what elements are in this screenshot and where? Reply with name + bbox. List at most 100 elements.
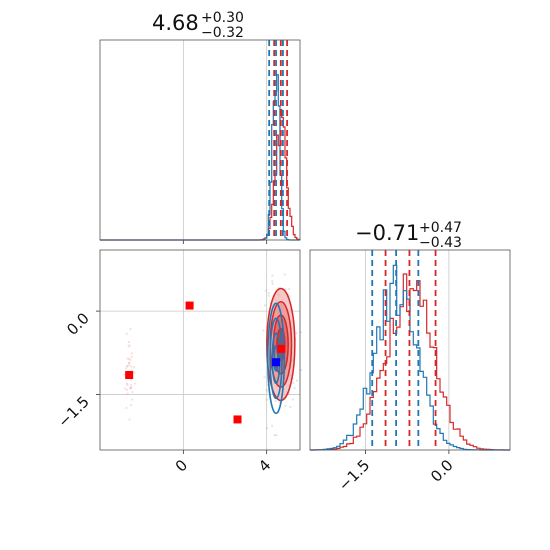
scatter-sample-point xyxy=(293,387,296,390)
histogram-param1-panel xyxy=(99,39,301,244)
scatter-sample-point xyxy=(262,329,265,332)
scatter-sample-point xyxy=(126,392,129,395)
scatter-sample-point xyxy=(128,364,131,367)
scatter-sample-point xyxy=(265,289,268,292)
scatter-sample-point xyxy=(288,287,291,290)
scatter-sample-point xyxy=(287,293,290,296)
hist2-blue-series xyxy=(310,264,510,451)
scatter-sample-point xyxy=(125,406,128,409)
scatter-y-tick-label-0: −1.5 xyxy=(54,393,92,431)
scatter-sample-point xyxy=(127,340,130,343)
blue-contour-level-1 xyxy=(269,317,283,400)
scatter-sample-point xyxy=(131,391,134,394)
scatter-sample-point xyxy=(300,369,303,372)
blue-square-marker xyxy=(272,358,281,367)
scatter-sample-point xyxy=(133,366,136,369)
scatter-sample-point xyxy=(125,367,128,370)
scatter-sample-point xyxy=(267,390,270,393)
scatter-sample-point xyxy=(271,274,274,277)
title-param1-value: 4.68 xyxy=(152,11,199,35)
scatter-sample-point xyxy=(128,418,131,421)
scatter-x-tick-label-0: 0 xyxy=(172,456,191,475)
scatter-sample-point xyxy=(287,392,290,395)
scatter-sample-point xyxy=(123,373,126,376)
scatter-sample-point xyxy=(133,371,136,374)
scatter-sample-point xyxy=(273,434,276,437)
scatter-y-tick-label-1: 0.0 xyxy=(63,309,93,339)
scatter-x-tick-label-1: 4 xyxy=(255,456,274,475)
histogram-param2-panel xyxy=(309,249,511,454)
scatter-sample-point xyxy=(130,378,133,381)
scatter-sample-point xyxy=(126,364,129,367)
hist1-frame xyxy=(99,39,301,241)
scatter-sample-point xyxy=(124,387,127,390)
scatter-sample-point xyxy=(266,383,269,386)
scatter-sample-point xyxy=(263,376,266,379)
scatter-sample-point xyxy=(271,280,274,283)
title-param2-minus: −0.43 xyxy=(419,235,462,251)
scatter-sample-point xyxy=(129,328,132,331)
scatter-sample-point xyxy=(283,273,286,276)
scatter-sample-point xyxy=(271,282,274,285)
scatter-sample-point xyxy=(129,387,132,390)
scatter-sample-point xyxy=(274,399,277,402)
scatter-sample-point xyxy=(125,365,128,368)
title-param1-plus: +0.30 xyxy=(201,10,244,26)
scatter-sample-point xyxy=(299,331,302,334)
scatter-sample-point xyxy=(125,388,128,391)
scatter-sample-point xyxy=(295,332,298,335)
scatter-sample-point xyxy=(130,404,133,407)
title-param1-minus: −0.32 xyxy=(201,25,244,41)
hist2-x-tick-label-0: −1.5 xyxy=(335,456,373,494)
scatter-sample-point xyxy=(265,389,268,392)
scatter-sample-point xyxy=(284,288,287,291)
title-param2-plus: +0.47 xyxy=(419,220,462,236)
scatter-sample-point xyxy=(265,427,268,430)
scatter-sample-point xyxy=(125,332,128,335)
scatter-sample-point xyxy=(128,362,131,365)
title-param2: −0.71 +0.47 −0.43 xyxy=(355,220,462,251)
scatter-sample-point xyxy=(133,382,136,385)
scatter-sample-point xyxy=(278,401,281,404)
scatter-sample-point xyxy=(275,434,278,437)
scatter-sample-point xyxy=(291,398,294,401)
scatter-sample-point xyxy=(130,352,133,355)
scatter-sample-point xyxy=(263,304,266,307)
scatter-sample-point xyxy=(130,386,133,389)
scatter-sample-point xyxy=(265,398,268,401)
scatter-sample-point xyxy=(292,381,295,384)
scatter-sample-point xyxy=(284,404,287,407)
scatter-sample-point xyxy=(131,398,134,401)
scatter-sample-point xyxy=(129,384,132,387)
scatter-sample-point xyxy=(126,382,129,385)
scatter-sample-point xyxy=(289,405,292,408)
red-square-marker-3 xyxy=(277,344,286,353)
scatter-sample-point xyxy=(128,344,131,347)
scatter-frame xyxy=(99,249,301,451)
title-param2-value: −0.71 xyxy=(355,221,419,245)
scatter-sample-point xyxy=(129,358,132,361)
hist2-frame xyxy=(309,249,511,451)
red-square-marker-1 xyxy=(125,371,134,379)
scatter-sample-point xyxy=(271,424,274,427)
scatter-sample-point xyxy=(130,365,133,368)
red-square-marker-2 xyxy=(233,415,242,424)
scatter-sample-point xyxy=(130,387,133,390)
scatter-sample-point xyxy=(296,379,299,382)
scatter-sample-point xyxy=(130,369,133,372)
scatter-sample-point xyxy=(130,355,133,358)
scatter-sample-point xyxy=(267,292,270,295)
scatter-sample-point xyxy=(126,383,129,386)
title-param1: 4.68 +0.30 −0.32 xyxy=(152,10,244,41)
red-square-marker-0 xyxy=(185,301,194,310)
scatter-sample-point xyxy=(127,361,130,364)
scatter-sample-point xyxy=(267,294,270,297)
scatter-sample-point xyxy=(127,345,130,348)
scatter-sample-point xyxy=(288,295,291,298)
blue-contour-level-0 xyxy=(266,302,286,415)
scatter-sample-point xyxy=(126,357,129,360)
joint-scatter-panel xyxy=(96,249,303,454)
scatter-sample-point xyxy=(127,357,130,360)
hist2-x-tick-label-1: 0.0 xyxy=(427,456,457,486)
